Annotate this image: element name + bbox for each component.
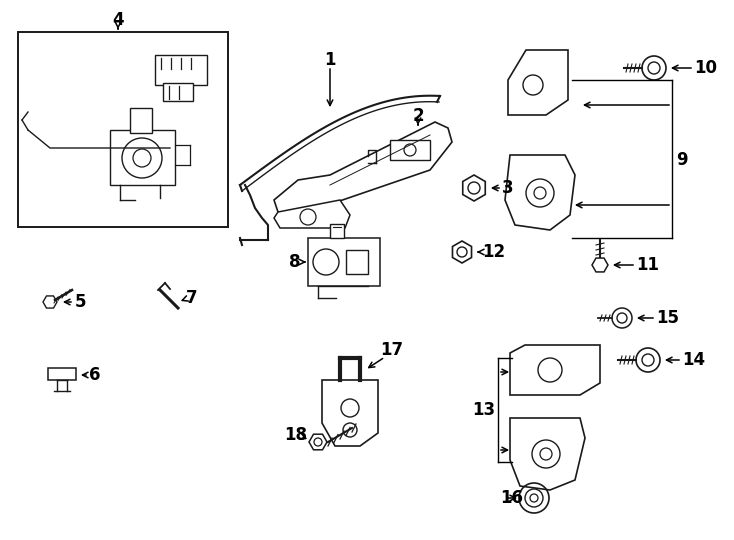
Text: 9: 9 — [676, 151, 688, 169]
Text: 10: 10 — [694, 59, 718, 77]
Bar — [308, 238, 380, 286]
Polygon shape — [274, 200, 350, 228]
Text: 8: 8 — [289, 253, 301, 271]
Bar — [130, 108, 152, 133]
Text: 15: 15 — [656, 309, 680, 327]
Bar — [48, 368, 76, 380]
Bar — [18, 32, 228, 227]
Bar — [330, 224, 344, 238]
Text: 2: 2 — [413, 107, 424, 125]
Polygon shape — [274, 122, 452, 218]
Text: 1: 1 — [324, 51, 335, 69]
Text: 5: 5 — [74, 293, 86, 311]
Text: 7: 7 — [186, 289, 197, 307]
Bar — [110, 130, 175, 185]
Text: 16: 16 — [501, 489, 523, 507]
Text: 6: 6 — [90, 366, 101, 384]
Text: 17: 17 — [380, 341, 404, 359]
Bar — [346, 250, 368, 274]
Text: 18: 18 — [285, 426, 308, 444]
Text: 3: 3 — [502, 179, 514, 197]
Bar — [390, 140, 430, 160]
Bar — [163, 83, 193, 101]
Text: 4: 4 — [112, 11, 124, 29]
Bar — [155, 55, 207, 85]
Text: 13: 13 — [473, 401, 495, 419]
Text: 12: 12 — [482, 243, 506, 261]
Text: 11: 11 — [636, 256, 660, 274]
Text: 14: 14 — [683, 351, 705, 369]
